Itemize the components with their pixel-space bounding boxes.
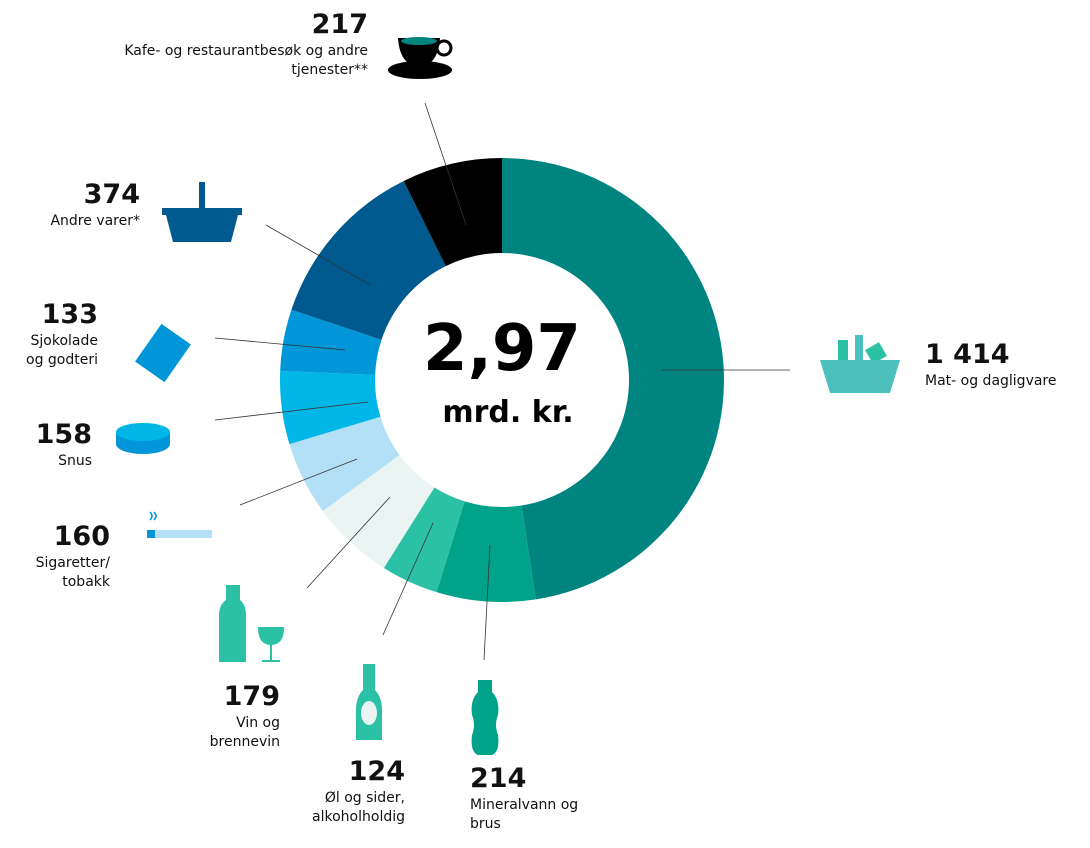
value-label: 158 (35, 419, 92, 450)
soda-icon (471, 680, 499, 755)
coffee-icon (388, 37, 453, 79)
donut-segment (280, 309, 382, 375)
segment-label: 214 Mineralvann og brus (470, 762, 590, 834)
category-label: Mineralvann og brus (470, 797, 579, 832)
donut-segment (502, 158, 724, 600)
segment-label: 124 Øl og sider, alkoholholdig (280, 755, 405, 827)
value-label: 214 (470, 763, 527, 794)
donut-segment (383, 487, 465, 593)
value-label: 1 414 (925, 339, 1010, 370)
category-label: Kafe- og restaurantbesøk og andre tjenes… (124, 43, 368, 78)
category-label: Sjokolade og godteri (26, 333, 98, 368)
leader-line (239, 458, 358, 506)
donut-segment (291, 180, 446, 340)
category-label: Andre varer* (50, 213, 140, 229)
leader-line (265, 224, 371, 286)
category-label: Sigaretter/ tobakk (35, 555, 110, 590)
value-label: 160 (53, 521, 110, 552)
segment-label: 374 Andre varer* (0, 178, 140, 231)
value-label: 217 (311, 9, 368, 40)
leader-line (214, 401, 369, 421)
segment-label: 1 414 Mat- og dagligvare (925, 338, 1090, 391)
beer-icon (356, 664, 382, 740)
donut-segment (436, 501, 536, 602)
chocolate-icon (135, 323, 191, 383)
value-label: 179 (223, 681, 280, 712)
segment-label: 179 Vin og brennevin (190, 680, 280, 752)
donut-segment (403, 158, 502, 267)
center-unit: mrd. kr. (442, 395, 573, 430)
cigarette-icon (147, 511, 212, 538)
value-label: 374 (83, 179, 140, 210)
segment-label: 158 Snus (2, 418, 92, 471)
icons (116, 37, 900, 755)
segment-label: 133 Sjokolade og godteri (16, 298, 98, 370)
category-label: Vin og brennevin (209, 715, 280, 750)
segment-label: 160 Sigaretter/ tobakk (20, 520, 110, 592)
donut-segment (279, 370, 381, 445)
value-label: 133 (41, 299, 98, 330)
leader-line (424, 102, 467, 226)
snus-icon (116, 423, 170, 454)
segment-label: 217 Kafe- og restaurantbesøk og andre tje… (118, 8, 368, 80)
leader-line (483, 544, 491, 661)
leader-line (214, 337, 346, 351)
center-value: 2,97 (423, 312, 581, 386)
wine-icon (219, 585, 284, 662)
leader-line (306, 496, 391, 589)
leader-line (382, 522, 434, 636)
category-label: Mat- og dagligvare (925, 373, 1057, 389)
value-label: 124 (348, 756, 405, 787)
category-label: Øl og sider, alkoholholdig (312, 790, 405, 825)
category-label: Snus (58, 453, 92, 469)
basket-icon (162, 182, 242, 242)
grocery-icon (820, 335, 900, 393)
